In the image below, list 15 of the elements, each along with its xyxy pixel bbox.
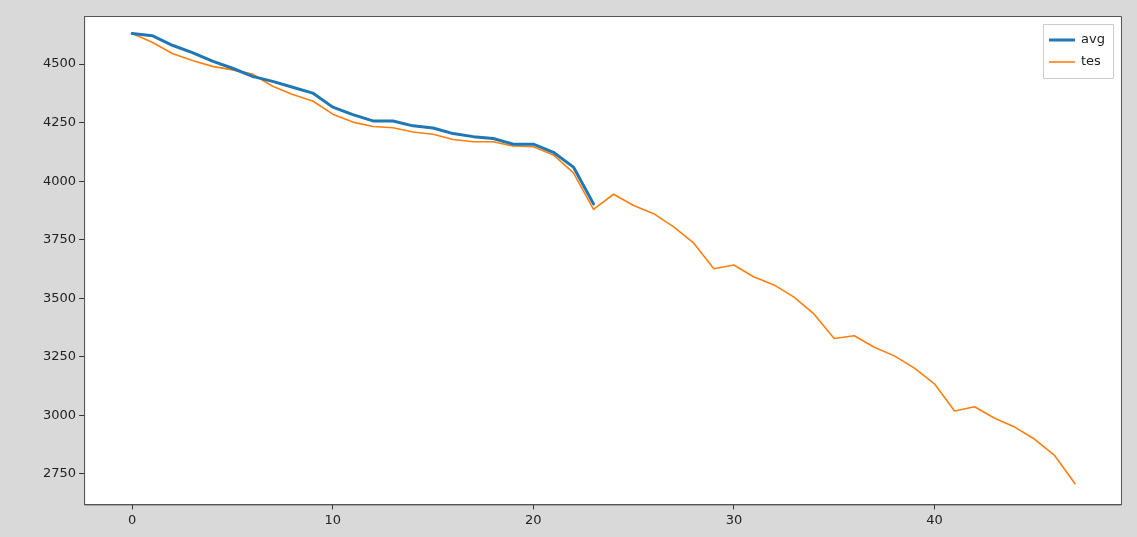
y-tick-label: 3750 xyxy=(42,231,77,247)
x-tick-label: 0 xyxy=(128,511,137,527)
x-tick-label: 10 xyxy=(324,511,342,527)
y-tick-label: 3000 xyxy=(42,406,77,422)
legend-label: avg xyxy=(1081,31,1105,47)
y-tick-label: 4500 xyxy=(42,55,77,71)
legend-label: tes xyxy=(1081,53,1102,69)
y-tick-label: 4250 xyxy=(42,113,77,129)
x-tick-label: 20 xyxy=(525,511,542,527)
x-tick-label: 30 xyxy=(725,511,743,527)
y-tick-label: 3250 xyxy=(42,348,77,364)
x-tick-label: 40 xyxy=(926,511,943,527)
y-tick-label: 3500 xyxy=(42,289,77,305)
y-tick-label: 2750 xyxy=(42,465,77,481)
y-tick-label: 4000 xyxy=(42,172,77,188)
